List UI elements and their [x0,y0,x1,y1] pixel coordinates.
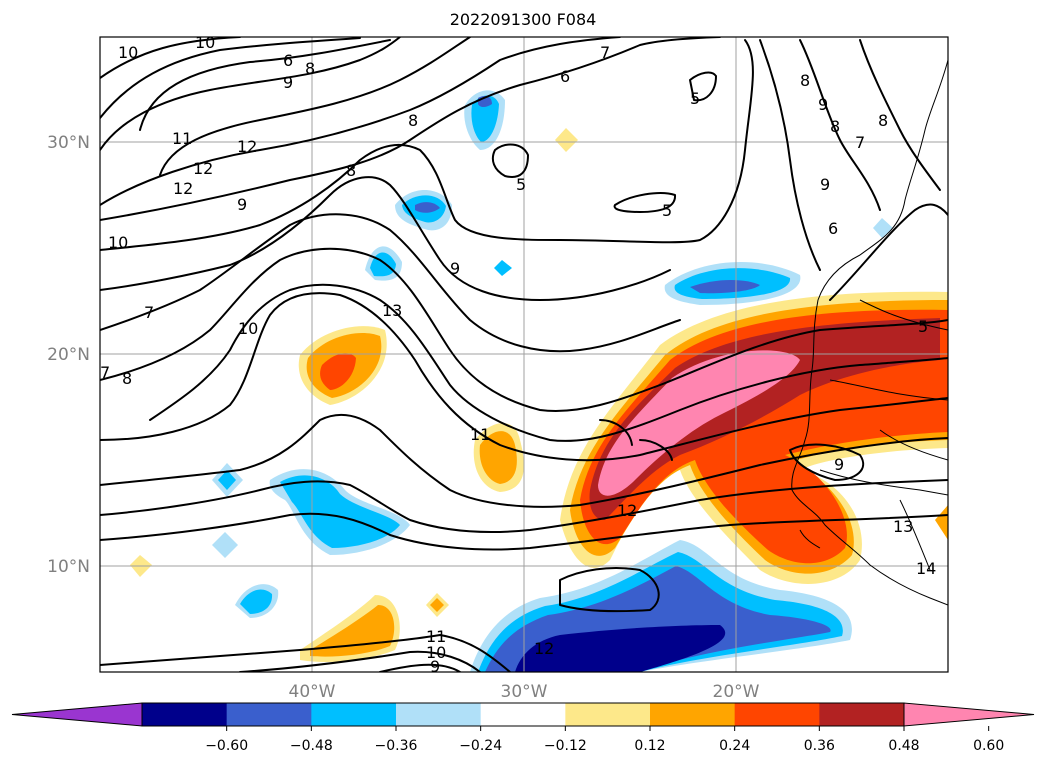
map-area: 10 10 6 9 8 11 12 12 12 7 6 5 8 8 9 5 9 … [100,33,948,676]
colorbar-segment [480,703,566,726]
contour-label: 8 [408,111,418,130]
contour-label: 13 [893,517,913,536]
contour-label: 9 [834,455,844,474]
contour-label: 11 [172,129,192,148]
positive-anomaly-shading [130,128,948,662]
colorbar-tick-label: −0.12 [544,738,587,754]
colorbar-extend-low [11,702,143,727]
contour-label: 7 [100,363,110,382]
lat-label-30n: 30°N [47,133,90,153]
contour-label: 12 [534,639,554,658]
colorbar-tick-label: −0.48 [290,738,333,754]
contour-label: 12 [193,159,213,178]
colorbar-segment [142,703,228,726]
colorbar-segment [650,703,736,726]
contour-label: 7 [600,43,610,62]
contour-label: 7 [144,303,154,322]
colorbar-tick-label: −0.60 [205,738,248,754]
contour-label: 5 [662,201,672,220]
colorbar-tick-label: 0.60 [973,738,1004,754]
negative-anomaly-shading [212,90,893,672]
colorbar-extend-high [903,702,1035,727]
contour-label: 12 [173,179,193,198]
colorbar-frame [141,702,905,727]
contour-label-group: 10 10 6 9 8 11 12 12 12 7 6 5 8 8 9 5 9 … [100,33,936,676]
contour-label: 13 [382,301,402,320]
contour-label: 6 [283,51,293,70]
colorbar-segment [819,703,905,726]
contour-label: 10 [118,43,138,62]
contour-label: 9 [820,175,830,194]
contour-label: 6 [560,67,570,86]
colorbar-tick-label: 0.12 [634,738,665,754]
colorbar-tick-label: 0.36 [804,738,835,754]
colorbar-tick-label: 0.48 [888,738,919,754]
contour-label: 9 [818,95,828,114]
lat-label-10n: 10°N [47,557,90,577]
contour-label: 5 [918,317,928,336]
colorbar-segment [396,703,482,726]
colorbar-segment [734,703,820,726]
coastline [791,59,948,606]
contour-label: 10 [195,33,215,52]
contour-label: 8 [878,111,888,130]
contour-label: 8 [122,369,132,388]
colorbar-tick-label: −0.36 [375,738,418,754]
longitude-labels: 40°W 30°W 20°W [289,682,760,702]
contour-label: 12 [617,501,637,520]
contour-label: 8 [800,71,810,90]
contour-label: 10 [238,319,258,338]
lon-label-20w: 20°W [713,682,760,702]
contour-label: 9 [450,259,460,278]
contour-label: 10 [108,233,128,252]
colorbar-segment [311,703,397,726]
colorbar-segment [226,703,312,726]
contour-label: 5 [516,175,526,194]
contour-label: 6 [828,219,838,238]
lon-label-30w: 30°W [501,682,548,702]
contour-label: 9 [430,657,440,676]
contour-label: 12 [237,137,257,156]
contour-label: 9 [283,73,293,92]
contour-label: 11 [470,425,490,444]
colorbar-tick-label: −0.24 [459,738,502,754]
contour-label: 14 [916,559,936,578]
contour-label: 7 [855,133,865,152]
map-frame [99,36,949,673]
contour-label: 8 [830,117,840,136]
latitude-labels: 30°N 20°N 10°N [47,133,90,577]
contour-label: 8 [305,59,315,78]
map-title: 2022091300 F084 [450,10,597,29]
colorbar-tick-label: 0.24 [719,738,750,754]
colorbar-segment [565,703,651,726]
lon-label-40w: 40°W [289,682,336,702]
colorbar: −0.60 −0.48 −0.36 −0.24 −0.12 0.12 0.24 0.36 0.4… [11,702,1035,754]
contour-label: 5 [690,89,700,108]
contour-label: 8 [346,161,356,180]
contour-lines [100,37,948,672]
contour-label: 11 [426,627,446,646]
lat-label-20n: 20°N [47,345,90,365]
contour-label: 10 [426,643,446,662]
contour-label: 9 [237,195,247,214]
